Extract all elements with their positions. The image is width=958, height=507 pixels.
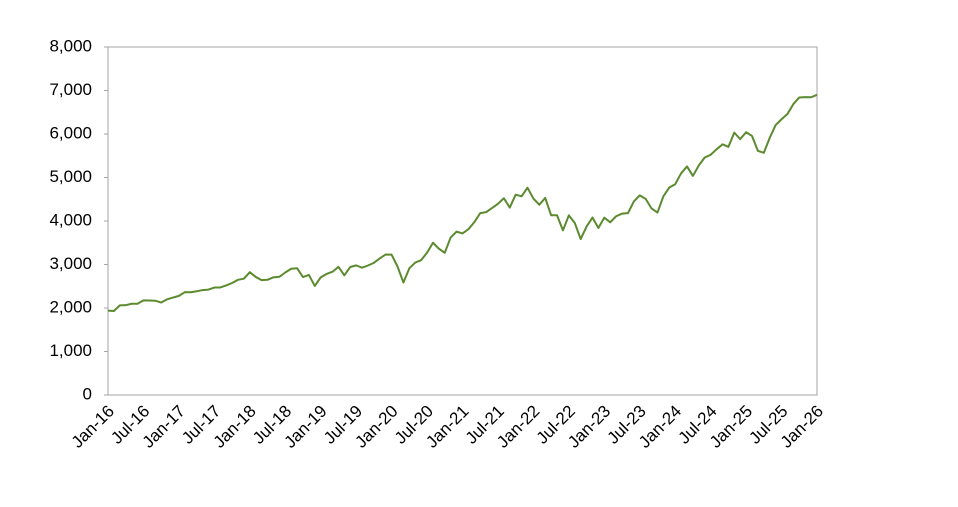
y-tick-label: 3,000 bbox=[49, 254, 92, 273]
y-tick-label: 1,000 bbox=[49, 341, 92, 360]
y-tick-label: 7,000 bbox=[49, 80, 92, 99]
y-tick-label: 4,000 bbox=[49, 210, 92, 229]
x-tick-label: Jan-16 bbox=[68, 402, 118, 452]
price-line bbox=[107, 93, 818, 312]
y-tick-label: 0 bbox=[83, 384, 92, 403]
y-tick-label: 8,000 bbox=[49, 36, 92, 55]
y-tick-label: 5,000 bbox=[49, 167, 92, 186]
y-tick-label: 2,000 bbox=[49, 297, 92, 316]
plot-frame bbox=[107, 46, 818, 396]
y-tick-label: 6,000 bbox=[49, 123, 92, 142]
